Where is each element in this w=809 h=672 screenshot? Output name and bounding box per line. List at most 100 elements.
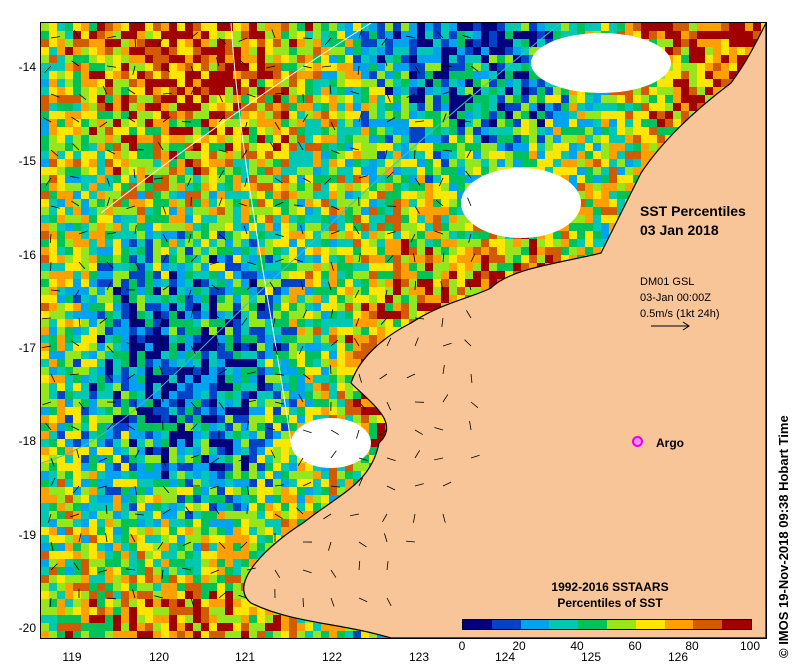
sst-cell (49, 223, 57, 231)
sst-cell (601, 199, 609, 207)
sst-cell (393, 31, 401, 39)
sst-cell (137, 279, 145, 287)
sst-cell (449, 87, 457, 95)
sst-cell (113, 415, 121, 423)
sst-cell (89, 167, 97, 175)
sst-cell (305, 79, 313, 87)
sst-cell (49, 239, 57, 247)
sst-cell (169, 375, 177, 383)
sst-cell (345, 239, 353, 247)
sst-cell (345, 271, 353, 279)
sst-cell (209, 191, 217, 199)
sst-cell (209, 359, 217, 367)
sst-cell (369, 287, 377, 295)
sst-cell (105, 191, 113, 199)
sst-cell (345, 103, 353, 111)
sst-cell (449, 23, 457, 31)
sst-cell (97, 63, 105, 71)
sst-cell (105, 455, 113, 463)
sst-cell (617, 183, 625, 191)
sst-cell (81, 359, 89, 367)
sst-cell (169, 359, 177, 367)
sst-cell (225, 111, 233, 119)
sst-cell (369, 255, 377, 263)
sst-cell (161, 391, 169, 399)
sst-cell (273, 215, 281, 223)
sst-cell (193, 63, 201, 71)
sst-cell (281, 167, 289, 175)
sst-cell (393, 71, 401, 79)
sst-cell (81, 183, 89, 191)
sst-cell (105, 311, 113, 319)
sst-cell (513, 143, 521, 151)
sst-cell (329, 383, 337, 391)
sst-cell (49, 63, 57, 71)
sst-cell (81, 303, 89, 311)
sst-cell (113, 39, 121, 47)
sst-cell (97, 423, 105, 431)
sst-cell (249, 23, 257, 31)
sst-cell (337, 127, 345, 135)
sst-cell (505, 135, 513, 143)
sst-cell (105, 143, 113, 151)
sst-cell (273, 207, 281, 215)
sst-cell (65, 191, 73, 199)
sst-cell (89, 263, 97, 271)
sst-cell (193, 183, 201, 191)
sst-cell (129, 455, 137, 463)
sst-cell (585, 23, 593, 31)
sst-cell (457, 143, 465, 151)
sst-cell (233, 263, 241, 271)
sst-cell (153, 167, 161, 175)
sst-map[interactable] (40, 22, 767, 639)
sst-cell (217, 231, 225, 239)
sst-cell (705, 23, 713, 31)
sst-cell (177, 239, 185, 247)
sst-cell (553, 111, 561, 119)
sst-cell (73, 199, 81, 207)
sst-cell (145, 223, 153, 231)
sst-cell (225, 367, 233, 375)
sst-cell (57, 215, 65, 223)
sst-cell (473, 23, 481, 31)
sst-cell (217, 327, 225, 335)
sst-cell (57, 103, 65, 111)
sst-cell (441, 87, 449, 95)
sst-cell (121, 423, 129, 431)
sst-cell (81, 87, 89, 95)
sst-cell (81, 231, 89, 239)
sst-cell (113, 455, 121, 463)
sst-cell (273, 87, 281, 95)
sst-cell (361, 407, 369, 415)
sst-cell (241, 95, 249, 103)
sst-cell (249, 367, 257, 375)
sst-cell (665, 23, 673, 31)
sst-cell (377, 431, 385, 439)
sst-cell (57, 31, 65, 39)
sst-cell (401, 191, 409, 199)
sst-cell (89, 23, 97, 31)
sst-cell (97, 143, 105, 151)
sst-cell (361, 87, 369, 95)
sst-cell (185, 447, 193, 455)
sst-cell (449, 239, 457, 247)
sst-cell (441, 71, 449, 79)
sst-cell (193, 127, 201, 135)
sst-cell (49, 319, 57, 327)
sst-cell (705, 31, 713, 39)
sst-cell (377, 279, 385, 287)
sst-cell (377, 207, 385, 215)
sst-cell (353, 311, 361, 319)
sst-cell (97, 327, 105, 335)
sst-cell (617, 159, 625, 167)
sst-cell (121, 223, 129, 231)
sst-cell (49, 47, 57, 55)
sst-cell (609, 151, 617, 159)
sst-cell (441, 287, 449, 295)
sst-cell (185, 215, 193, 223)
sst-cell (537, 135, 545, 143)
sst-cell (305, 303, 313, 311)
sst-cell (65, 391, 73, 399)
sst-cell (65, 31, 73, 39)
sst-cell (185, 39, 193, 47)
